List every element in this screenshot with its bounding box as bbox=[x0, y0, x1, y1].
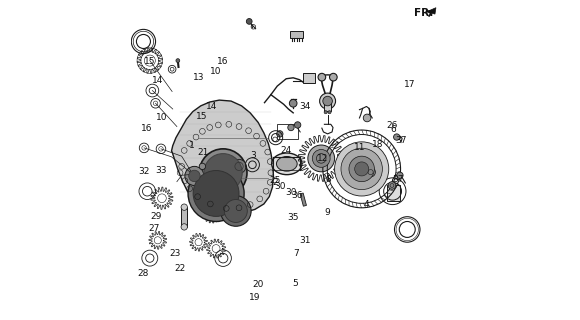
Circle shape bbox=[320, 93, 336, 109]
Circle shape bbox=[363, 114, 371, 122]
Circle shape bbox=[312, 149, 330, 167]
Text: 33: 33 bbox=[155, 166, 166, 175]
Circle shape bbox=[318, 73, 326, 81]
Circle shape bbox=[188, 170, 200, 182]
Text: 37: 37 bbox=[392, 175, 404, 184]
Text: 23: 23 bbox=[169, 249, 180, 258]
Bar bbox=[277, 124, 298, 139]
Circle shape bbox=[329, 73, 337, 81]
Text: 3: 3 bbox=[251, 151, 256, 160]
Text: 30: 30 bbox=[285, 188, 296, 197]
Circle shape bbox=[199, 149, 247, 197]
Circle shape bbox=[289, 100, 297, 107]
Text: 31: 31 bbox=[299, 236, 311, 245]
Circle shape bbox=[224, 199, 247, 222]
Text: 4: 4 bbox=[364, 200, 369, 209]
Circle shape bbox=[324, 111, 327, 114]
Circle shape bbox=[199, 163, 205, 170]
Circle shape bbox=[328, 111, 331, 114]
Text: 36: 36 bbox=[291, 191, 303, 200]
Text: 17: 17 bbox=[404, 80, 415, 89]
Polygon shape bbox=[426, 8, 436, 14]
Text: 1: 1 bbox=[189, 141, 195, 150]
Circle shape bbox=[388, 182, 396, 189]
Text: 28: 28 bbox=[137, 268, 148, 278]
Text: 19: 19 bbox=[249, 292, 260, 301]
Text: 5: 5 bbox=[292, 279, 298, 288]
Text: 11: 11 bbox=[354, 143, 365, 152]
Text: 25: 25 bbox=[269, 176, 281, 185]
Ellipse shape bbox=[277, 156, 297, 171]
Text: 16: 16 bbox=[218, 57, 229, 66]
Circle shape bbox=[394, 134, 400, 140]
Text: 15: 15 bbox=[195, 112, 207, 121]
Text: 10: 10 bbox=[156, 114, 168, 123]
Circle shape bbox=[181, 224, 187, 230]
Bar bbox=[387, 185, 400, 201]
Circle shape bbox=[335, 142, 389, 196]
Text: 14: 14 bbox=[152, 76, 164, 85]
Text: 12: 12 bbox=[317, 154, 328, 163]
Circle shape bbox=[246, 19, 252, 24]
Circle shape bbox=[193, 171, 239, 216]
Text: 13: 13 bbox=[193, 73, 204, 82]
Circle shape bbox=[366, 167, 375, 177]
Text: 24: 24 bbox=[281, 146, 292, 155]
Text: 8: 8 bbox=[325, 175, 331, 184]
Circle shape bbox=[220, 196, 251, 226]
Bar bbox=[181, 207, 187, 227]
Bar bbox=[300, 193, 306, 206]
Circle shape bbox=[176, 59, 180, 62]
Text: 9: 9 bbox=[325, 208, 331, 217]
Text: 32: 32 bbox=[139, 167, 150, 176]
Circle shape bbox=[185, 166, 204, 186]
Circle shape bbox=[323, 96, 332, 106]
Bar bbox=[303, 73, 315, 83]
Text: 30: 30 bbox=[274, 182, 285, 191]
Text: 29: 29 bbox=[150, 212, 162, 221]
Text: 6: 6 bbox=[391, 125, 396, 134]
Ellipse shape bbox=[271, 153, 302, 175]
Text: 21: 21 bbox=[198, 148, 209, 156]
Text: 37: 37 bbox=[396, 136, 407, 145]
Bar bbox=[290, 31, 303, 38]
Text: 35: 35 bbox=[288, 213, 299, 222]
Text: 20: 20 bbox=[252, 280, 264, 289]
Text: 34: 34 bbox=[300, 102, 311, 111]
Text: 14: 14 bbox=[206, 102, 218, 111]
Circle shape bbox=[277, 131, 283, 137]
Text: 16: 16 bbox=[141, 124, 153, 133]
Circle shape bbox=[308, 145, 335, 172]
Text: 2: 2 bbox=[273, 178, 278, 187]
Circle shape bbox=[288, 124, 294, 131]
Text: 27: 27 bbox=[148, 224, 160, 233]
Text: 10: 10 bbox=[211, 67, 222, 76]
Text: 7: 7 bbox=[293, 249, 299, 258]
Circle shape bbox=[397, 172, 403, 179]
Text: 26: 26 bbox=[386, 121, 398, 130]
Circle shape bbox=[232, 159, 246, 173]
Text: FR.: FR. bbox=[414, 8, 433, 18]
Bar bbox=[324, 102, 331, 111]
Polygon shape bbox=[172, 100, 273, 213]
Circle shape bbox=[341, 148, 382, 190]
Text: 18: 18 bbox=[372, 140, 383, 149]
Circle shape bbox=[295, 122, 301, 128]
Circle shape bbox=[181, 204, 187, 210]
Text: 22: 22 bbox=[175, 264, 186, 274]
Circle shape bbox=[355, 162, 369, 176]
Text: 15: 15 bbox=[144, 57, 155, 66]
Circle shape bbox=[349, 156, 375, 182]
Circle shape bbox=[188, 165, 244, 221]
Circle shape bbox=[204, 154, 242, 192]
